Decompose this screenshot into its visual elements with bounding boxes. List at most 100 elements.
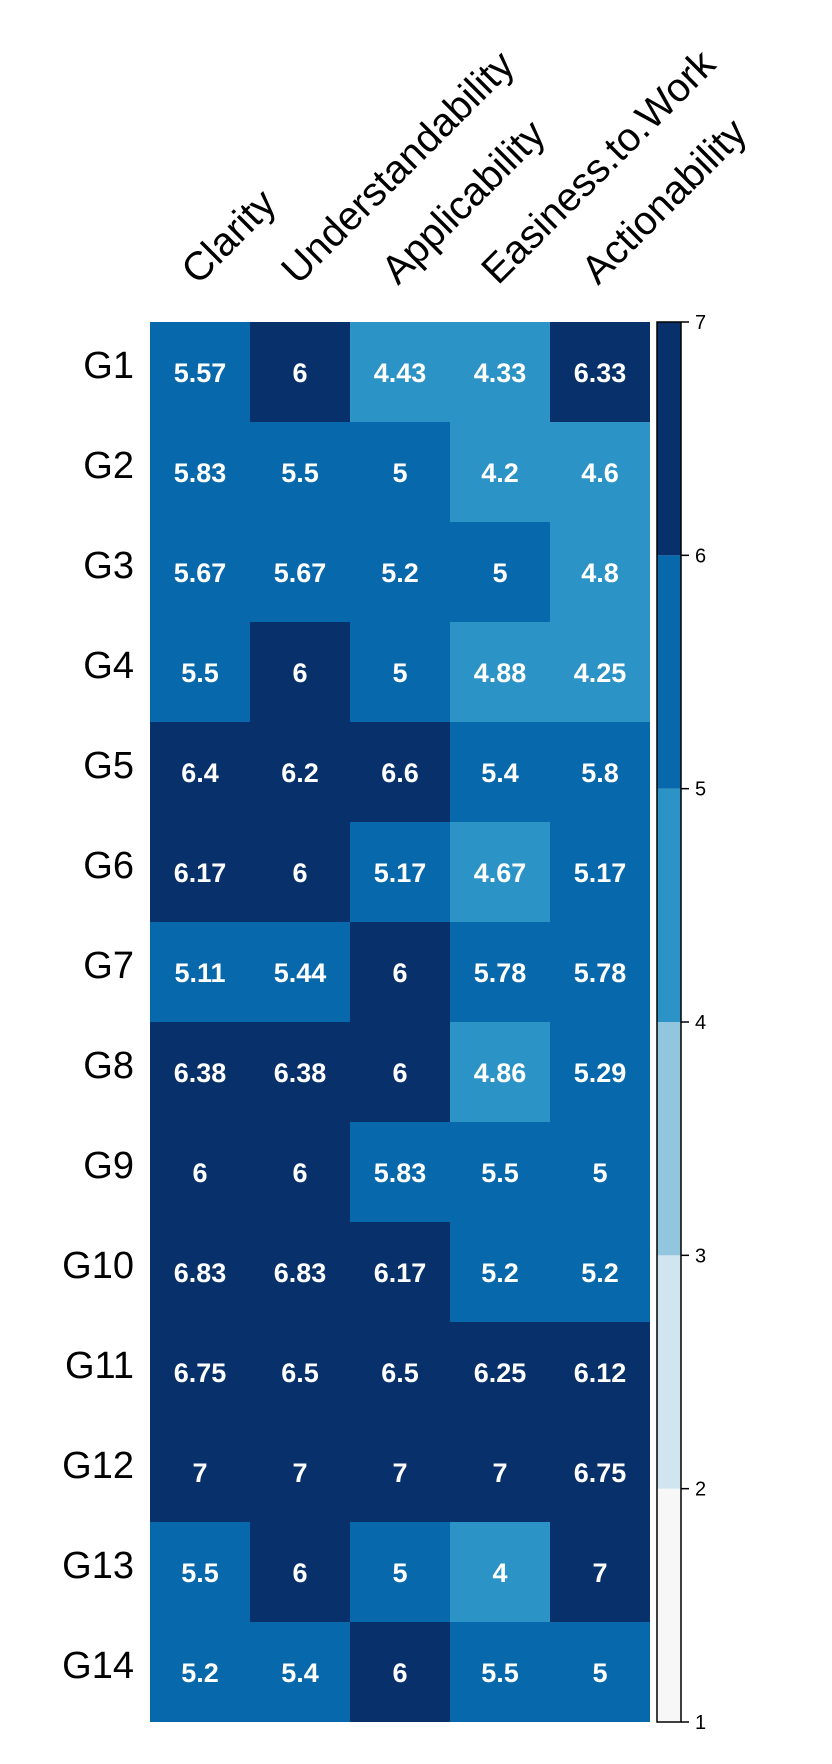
cell-value-label: 5.5 — [181, 1558, 219, 1588]
legend-tick-label: 7 — [695, 312, 706, 334]
cell-value-label: 6.17 — [374, 1258, 427, 1288]
heatmap-cell — [150, 822, 250, 922]
row-label: G1 — [83, 345, 134, 387]
cell-value-label: 6.75 — [574, 1458, 627, 1488]
heatmap-cell — [450, 722, 550, 822]
legend-color-step — [657, 788, 681, 1022]
cell-value-label: 6 — [292, 1158, 307, 1188]
row-label: G13 — [62, 1545, 134, 1587]
column-label: Clarity — [173, 181, 284, 292]
legend-tick-label: 2 — [695, 1479, 706, 1501]
heatmap-cell — [150, 422, 250, 522]
heatmap-cell — [550, 1422, 650, 1522]
cell-value-label: 4.88 — [474, 658, 527, 688]
cell-value-label: 5.5 — [281, 458, 319, 488]
heatmap-cell — [550, 1122, 650, 1222]
legend-color-step — [657, 555, 681, 789]
heatmap-cell — [250, 822, 350, 922]
cell-value-label: 5.5 — [181, 658, 219, 688]
cell-value-label: 5.4 — [481, 758, 519, 788]
heatmap-cell — [450, 1222, 550, 1322]
legend-tick-label: 5 — [695, 779, 706, 801]
cell-value-label: 4.33 — [474, 358, 527, 388]
cell-value-label: 5.57 — [174, 358, 227, 388]
row-label: G7 — [83, 945, 134, 987]
heatmap-cell — [450, 1422, 550, 1522]
cell-value-label: 6.38 — [174, 1058, 227, 1088]
heatmap-cell — [150, 1522, 250, 1622]
cell-value-label: 6.25 — [474, 1358, 527, 1388]
cell-value-label: 5.44 — [274, 958, 327, 988]
heatmap-cell — [150, 1122, 250, 1222]
heatmap-cell — [250, 1122, 350, 1222]
heatmap-cell — [250, 422, 350, 522]
heatmap-cell — [350, 1522, 450, 1622]
cell-value-label: 5.2 — [381, 558, 419, 588]
row-labels: G1 G2 G3 G4 G5 G6 G7 G8 G9 G10 G11 G12 G13 G14 — [62, 345, 134, 1687]
cell-value-label: 5 — [492, 558, 507, 588]
heatmap-cell — [150, 522, 250, 622]
cell-value-label: 7 — [192, 1458, 207, 1488]
heatmap-cell — [550, 522, 650, 622]
cell-value-label: 5.17 — [374, 858, 427, 888]
cell-value-label: 5 — [592, 1158, 607, 1188]
heatmap-cell — [150, 922, 250, 1022]
row-label: G12 — [62, 1445, 134, 1487]
color-legend: 1 2 3 4 5 6 7 — [656, 312, 706, 1734]
heatmap-cell — [350, 1622, 450, 1722]
cell-value-label: 6 — [292, 358, 307, 388]
row-label: G11 — [65, 1345, 134, 1387]
cell-value-label: 5.2 — [181, 1658, 219, 1688]
heatmap-cell — [450, 1122, 550, 1222]
cell-value-label: 5.5 — [481, 1158, 519, 1188]
cell-value-label: 6 — [392, 1658, 407, 1688]
heatmap-cell — [350, 1422, 450, 1522]
cell-value-label: 6.2 — [281, 758, 319, 788]
row-label: G5 — [83, 745, 134, 787]
cell-value-label: 6 — [192, 1158, 207, 1188]
cell-value-label: 5.11 — [174, 958, 225, 988]
heatmap-cell — [150, 622, 250, 722]
cell-value-label: 4.6 — [581, 458, 619, 488]
legend-tick-label: 6 — [695, 545, 706, 567]
heatmap-cell — [450, 622, 550, 722]
cell-value-label: 5.2 — [481, 1258, 519, 1288]
cell-value-label: 6 — [392, 1058, 407, 1088]
heatmap-cell — [350, 1322, 450, 1422]
cell-value-label: 5.83 — [374, 1158, 427, 1188]
row-label: G4 — [83, 645, 134, 687]
cell-value-label: 4.86 — [474, 1058, 527, 1088]
row-label: G14 — [62, 1645, 134, 1687]
legend-color-step — [657, 1022, 681, 1256]
cell-value-label: 6.12 — [574, 1358, 627, 1388]
cell-value-label: 5 — [392, 1558, 407, 1588]
cell-value-label: 4.2 — [481, 458, 519, 488]
heatmap-cell — [550, 322, 650, 422]
heatmap-cell — [350, 622, 450, 722]
cell-value-label: 6.4 — [181, 758, 219, 788]
cell-value-label: 4.25 — [574, 658, 627, 688]
heatmap-cell — [550, 422, 650, 522]
heatmap-cell — [150, 1622, 250, 1722]
cell-value-label: 5.5 — [481, 1658, 519, 1688]
heatmap-cell — [250, 1422, 350, 1522]
cell-value-label: 7 — [392, 1458, 407, 1488]
heatmap-cell — [350, 522, 450, 622]
row-label: G9 — [83, 1145, 134, 1187]
cell-value-label: 5.4 — [281, 1658, 319, 1688]
legend-tick-label: 1 — [695, 1712, 706, 1734]
heatmap-cell — [150, 322, 250, 422]
heatmap-cell — [450, 822, 550, 922]
cell-value-label: 6.6 — [381, 758, 419, 788]
cell-value-label: 5 — [392, 458, 407, 488]
cell-value-label: 6.83 — [274, 1258, 327, 1288]
cell-value-label: 6.5 — [381, 1358, 419, 1388]
heatmap-cell — [350, 1022, 450, 1122]
cell-value-label: 6.33 — [574, 358, 627, 388]
heatmap-cell — [450, 922, 550, 1022]
legend-tick-label: 4 — [695, 1012, 706, 1034]
heatmap-cell — [350, 322, 450, 422]
heatmap-cell — [150, 1222, 250, 1322]
cell-value-label: 6 — [292, 858, 307, 888]
